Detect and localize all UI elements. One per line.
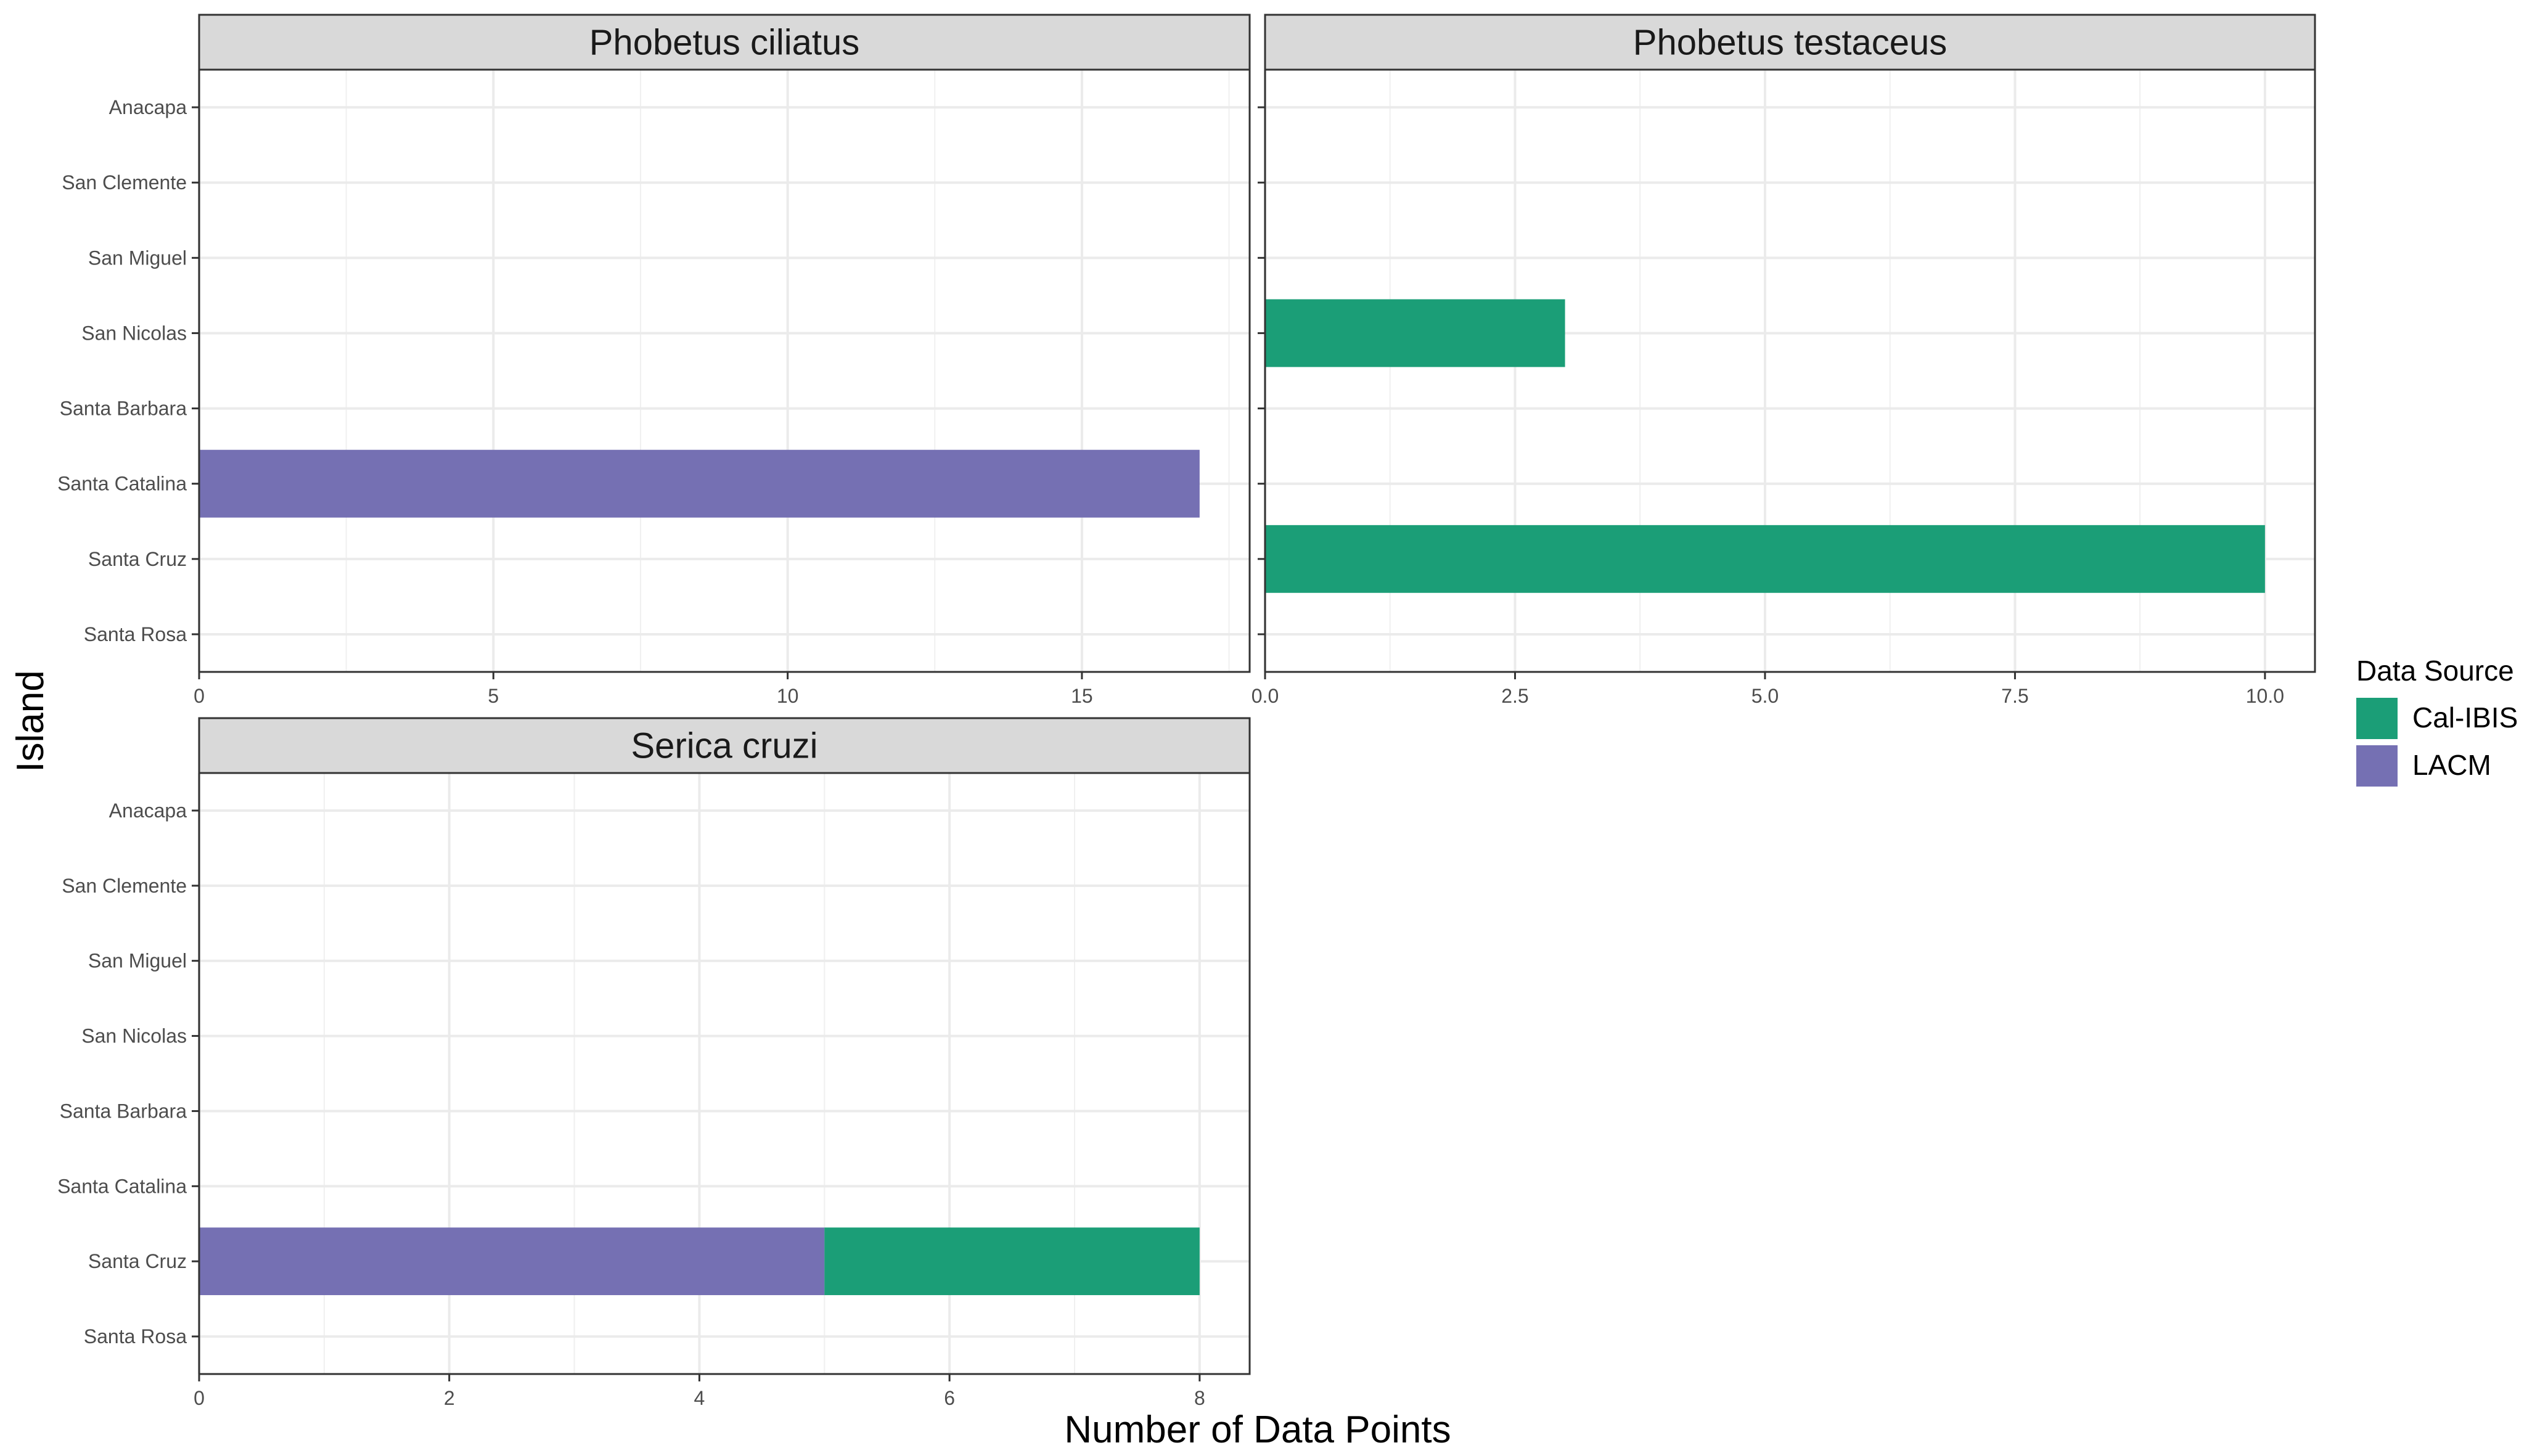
x-tick-label: 5.0 <box>1751 685 1779 707</box>
panel-title: Phobetus testaceus <box>1633 23 1947 63</box>
legend-swatch <box>2356 698 2398 739</box>
panel: Phobetus testaceus 0.0 2.5 5.0 7.5 10.0 <box>1251 14 2316 707</box>
legend-label: LACM <box>2412 749 2491 781</box>
panel: Serica cruzi 0 2 4 6 8 Anacapa San Clemente San … <box>57 717 1251 1409</box>
panel-border <box>198 772 1251 1375</box>
legend-title: Data Source <box>2356 655 2514 687</box>
x-tick-label: 2.5 <box>1501 685 1528 707</box>
y-tick-label: Santa Barbara <box>60 1100 187 1122</box>
x-tick-label: 10.0 <box>2246 685 2284 707</box>
legend-label: Cal-IBIS <box>2412 701 2518 734</box>
x-tick-label: 7.5 <box>2001 685 2028 707</box>
y-tick-label: San Clemente <box>62 171 187 194</box>
y-tick-label: Santa Barbara <box>60 398 187 420</box>
y-tick-label: Santa Catalina <box>57 1175 187 1197</box>
y-tick-label: Santa Catalina <box>57 473 187 495</box>
x-tick-label: 4 <box>694 1387 705 1409</box>
legend-swatch <box>2356 745 2398 787</box>
bar-lacm <box>199 1227 825 1296</box>
y-axis-title: Island <box>9 670 52 772</box>
x-tick-label: 5 <box>488 685 499 707</box>
bar-cal-ibis <box>1265 525 2265 593</box>
y-tick-label: San Nicolas <box>81 1025 187 1047</box>
panel: Phobetus ciliatus 0 5 10 15 Anacapa San Clemen… <box>57 14 1251 707</box>
x-tick-label: 0.0 <box>1251 685 1279 707</box>
y-tick-label: Santa Cruz <box>88 1250 187 1272</box>
x-tick-label: 8 <box>1194 1387 1205 1409</box>
panel-title: Serica cruzi <box>631 726 818 766</box>
panel-border <box>198 68 1251 673</box>
y-tick-label: Santa Rosa <box>84 1325 187 1348</box>
y-tick-label: Santa Cruz <box>88 548 187 570</box>
y-tick-label: Santa Rosa <box>84 623 187 645</box>
y-tick-label: San Clemente <box>62 875 187 897</box>
y-tick-label: Anacapa <box>109 800 187 822</box>
bar-cal-ibis <box>1265 299 1565 367</box>
x-axis-title: Number of Data Points <box>1064 1409 1451 1451</box>
x-tick-label: 6 <box>944 1387 955 1409</box>
panel-strip <box>198 717 1251 774</box>
bar-lacm <box>199 449 1200 518</box>
panel-border <box>1264 68 2316 673</box>
x-tick-label: 15 <box>1071 685 1093 707</box>
y-tick-label: San Nicolas <box>81 322 187 344</box>
y-tick-label: Anacapa <box>109 96 187 118</box>
x-tick-label: 0 <box>194 685 205 707</box>
y-tick-label: San Miguel <box>88 247 187 269</box>
x-tick-label: 2 <box>444 1387 455 1409</box>
panel-strip <box>198 14 1251 71</box>
y-tick-label: San Miguel <box>88 950 187 972</box>
legend: Data Source Cal-IBIS LACM <box>2356 655 2518 787</box>
x-tick-label: 10 <box>777 685 799 707</box>
panel-background <box>199 70 1250 672</box>
panel-title: Phobetus ciliatus <box>589 23 859 63</box>
x-tick-label: 0 <box>194 1387 205 1409</box>
bar-cal-ibis <box>824 1227 1200 1296</box>
